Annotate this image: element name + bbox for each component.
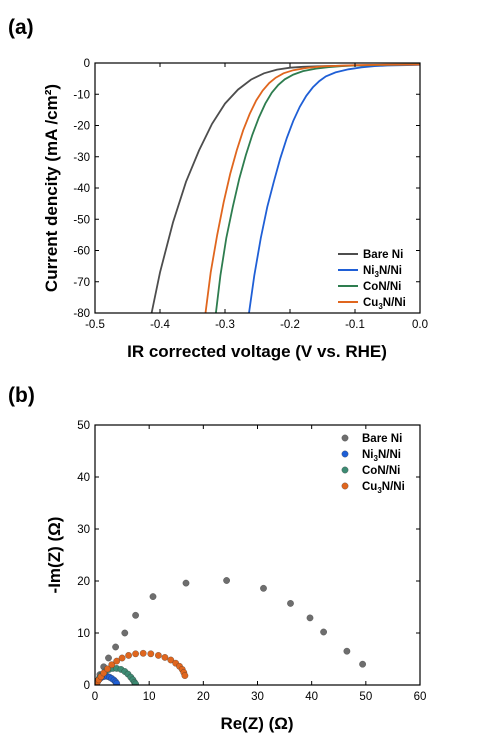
data-point-3-13 — [161, 654, 169, 661]
data-point-3-19 — [181, 672, 189, 679]
panel-a: (a) -0.5 -0.4 -0.3 -0.2 -0.1 0.0 0 -10 -20 -30 -40 -… — [8, 16, 428, 361]
data-point-0-4 — [112, 643, 119, 651]
legend-entry-1-label: Ni3N/Ni — [363, 265, 402, 279]
y-tick-label: -60 — [73, 246, 90, 258]
legend-entry-1-label: Ni3N/Ni — [362, 449, 401, 463]
y-tick-label: -10 — [73, 89, 90, 101]
data-point-2-13 — [132, 680, 139, 685]
series-line-3 — [204, 63, 420, 313]
y-tick-label: -40 — [73, 183, 90, 195]
y-tick-label: -30 — [73, 152, 90, 164]
y-axis-title: -Im(Z) (Ω) — [45, 517, 64, 594]
y-tick-label: 10 — [77, 628, 90, 640]
data-point-0-8 — [182, 579, 190, 587]
x-tick-label: 0.0 — [412, 319, 428, 331]
data-point-0-5 — [121, 629, 129, 637]
x-tick-label: -0.3 — [215, 319, 235, 331]
data-point-0-3 — [105, 654, 112, 662]
y-tick-label: -80 — [73, 308, 90, 320]
legend-entry-0-label: Bare Ni — [362, 433, 402, 445]
x-tick-label: 40 — [305, 691, 318, 703]
x-tick-label: -0.1 — [345, 319, 365, 331]
y-tick-label: 30 — [77, 524, 90, 536]
data-point-0-10 — [260, 584, 267, 592]
x-tick-label: 10 — [143, 691, 156, 703]
data-point-0-7 — [149, 593, 157, 600]
data-point-1-11 — [113, 680, 121, 685]
data-point-3-14 — [167, 656, 175, 664]
legend-entry-3-label: Cu3N/Ni — [362, 481, 405, 495]
series-line-1 — [248, 64, 420, 313]
x-tick-label: -0.4 — [150, 319, 170, 331]
data-point-3-6 — [113, 657, 121, 665]
x-axis-title: Re(Z) (Ω) — [220, 714, 293, 733]
legend-entry-3-label: Cu3N/Ni — [363, 297, 406, 311]
y-tick-label: -50 — [73, 214, 90, 226]
data-point-0-14 — [343, 647, 351, 655]
x-axis-title: IR corrected voltage (V vs. RHE) — [127, 342, 387, 361]
y-tick-label: -20 — [73, 121, 90, 133]
data-point-0-15 — [359, 660, 366, 668]
data-point-0-6 — [132, 611, 139, 619]
legend-marker — [341, 450, 349, 458]
data-point-0-13 — [320, 628, 327, 636]
y-tick-label: 0 — [84, 58, 90, 70]
legend-entry-0-label: Bare Ni — [363, 249, 403, 261]
data-point-3-8 — [125, 652, 132, 659]
y-tick-label: 50 — [77, 420, 90, 432]
data-point-3-4 — [104, 665, 111, 673]
y-axis-title: Current dencity (mA /cm²) — [42, 84, 61, 292]
data-point-3-9 — [132, 650, 139, 658]
plot-area — [95, 577, 366, 685]
panel-label: (b) — [8, 384, 35, 407]
x-tick-label: 30 — [251, 691, 264, 703]
y-tick-label: 20 — [77, 576, 90, 588]
x-tick-label: -0.5 — [85, 319, 105, 331]
plot-area — [150, 63, 420, 313]
legend-marker — [341, 434, 349, 442]
legend-marker — [341, 466, 349, 474]
x-tick-label: 60 — [414, 691, 427, 703]
x-tick-label: 20 — [197, 691, 210, 703]
data-point-0-11 — [287, 600, 294, 607]
data-point-3-7 — [118, 654, 126, 662]
plot-frame — [94, 424, 421, 686]
data-point-3-10 — [139, 649, 147, 657]
data-point-3-12 — [155, 652, 162, 659]
data-point-0-12 — [306, 614, 314, 622]
y-tick-label: 0 — [84, 680, 90, 692]
legend: Bare Ni Ni3N/Ni CoN/Ni Cu3N/Ni — [341, 433, 405, 495]
x-tick-label: 50 — [359, 691, 372, 703]
panel-label: (a) — [8, 16, 34, 39]
legend-entry-2-label: CoN/Ni — [363, 281, 401, 293]
legend: Bare Ni Ni3N/Ni CoN/Ni Cu3N/Ni — [338, 249, 406, 311]
data-point-3-11 — [147, 650, 155, 658]
x-tick-label: -0.2 — [280, 319, 300, 331]
data-point-3-5 — [108, 661, 116, 669]
legend-entry-2-label: CoN/Ni — [362, 465, 400, 477]
y-tick-label: 40 — [77, 472, 90, 484]
legend-marker — [341, 482, 349, 490]
panel-b: (b) 0 10 20 30 40 50 60 0 10 20 30 40 50 Re(Z) (Ω) -Im(… — [8, 384, 426, 733]
x-tick-label: 0 — [92, 691, 98, 703]
data-point-0-9 — [223, 577, 230, 584]
y-tick-label: -70 — [73, 277, 90, 289]
